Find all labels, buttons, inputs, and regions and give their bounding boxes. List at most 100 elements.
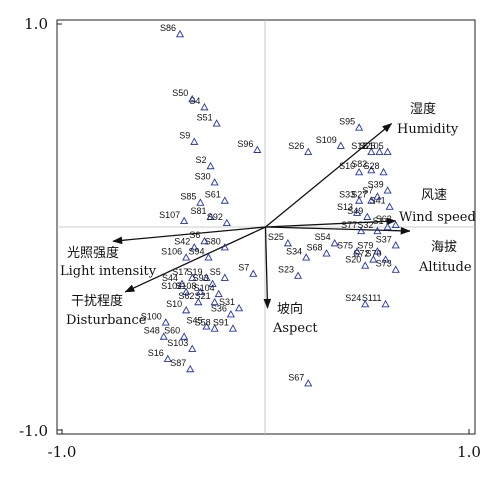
site-marker bbox=[194, 297, 203, 306]
site-label: S107 bbox=[159, 210, 180, 220]
vector-arrowhead bbox=[382, 123, 393, 133]
site-marker bbox=[210, 297, 219, 306]
site-marker bbox=[196, 198, 205, 206]
vector-arrow bbox=[265, 226, 411, 232]
site-marker bbox=[206, 212, 215, 220]
site-label: S26 bbox=[288, 141, 304, 151]
site-marker bbox=[204, 253, 213, 261]
site-label: S44 bbox=[162, 273, 178, 283]
site-label: S41 bbox=[370, 196, 386, 206]
site-marker bbox=[220, 196, 229, 204]
site-marker bbox=[190, 137, 199, 145]
site-marker bbox=[222, 218, 231, 227]
site-label: S27 bbox=[351, 190, 367, 200]
site-label: S93 bbox=[193, 273, 209, 283]
site-label: S58 bbox=[195, 318, 211, 328]
site-marker bbox=[322, 249, 331, 257]
site-label: S17 bbox=[172, 267, 188, 277]
site-label: S82 bbox=[351, 159, 367, 169]
site-marker bbox=[385, 202, 394, 210]
site-label: S104 bbox=[194, 283, 215, 293]
site-marker bbox=[182, 306, 191, 314]
vector-arrow bbox=[264, 226, 269, 309]
vector-label-zh: 海拔 bbox=[431, 240, 457, 255]
site-marker bbox=[182, 253, 191, 261]
site-marker bbox=[353, 208, 362, 216]
site-label: S106 bbox=[161, 246, 182, 256]
site-marker bbox=[188, 344, 197, 352]
site-label: S102 bbox=[161, 281, 182, 291]
site-label: S50 bbox=[172, 88, 188, 98]
site-marker bbox=[391, 265, 400, 273]
vector-arrow bbox=[265, 220, 396, 228]
y-tick-label-bottom: -1.0 bbox=[19, 422, 48, 440]
site-label: S37 bbox=[376, 234, 392, 244]
site-label: S79 bbox=[357, 240, 373, 250]
site-label: S48 bbox=[144, 326, 160, 336]
site-label: S24 bbox=[345, 293, 361, 303]
site-label: S75 bbox=[337, 240, 353, 250]
site-marker bbox=[186, 364, 195, 373]
vector-label-zh: 坡向 bbox=[277, 301, 303, 317]
site-marker bbox=[361, 261, 370, 269]
site-label: S105 bbox=[363, 141, 384, 151]
vector-arrow bbox=[265, 122, 393, 228]
vector-label-en: Aspect bbox=[272, 321, 318, 336]
site-label: S62 bbox=[178, 291, 194, 301]
site-label: S87 bbox=[170, 358, 186, 368]
site-marker bbox=[202, 273, 211, 281]
site-label: S103 bbox=[167, 338, 188, 348]
site-marker bbox=[391, 241, 400, 249]
site-label: S4 bbox=[189, 96, 200, 106]
vector-label-en: Disturbance bbox=[66, 313, 147, 328]
vector-label-zh: 光照强度 bbox=[67, 245, 119, 261]
site-label: S111 bbox=[362, 293, 382, 303]
site-marker bbox=[304, 379, 313, 387]
site-label: S25 bbox=[359, 141, 375, 151]
site-marker bbox=[330, 239, 339, 247]
vector-arrowhead bbox=[400, 226, 411, 235]
site-label: S33 bbox=[339, 190, 355, 200]
site-label: S9 bbox=[179, 131, 190, 141]
site-marker bbox=[228, 324, 238, 332]
site-label: S91 bbox=[213, 318, 229, 328]
site-label: S25 bbox=[268, 232, 284, 242]
site-marker bbox=[355, 196, 364, 204]
site-marker bbox=[196, 287, 205, 296]
site-marker bbox=[175, 29, 185, 38]
site-label: S13 bbox=[337, 202, 353, 212]
vector-arrowhead bbox=[112, 236, 123, 245]
x-tick-label-right: 1.0 bbox=[457, 443, 481, 461]
site-marker bbox=[367, 196, 376, 204]
site-marker bbox=[302, 253, 311, 261]
site-marker bbox=[210, 178, 219, 186]
site-marker bbox=[163, 354, 172, 363]
site-marker bbox=[202, 322, 211, 330]
site-marker bbox=[383, 222, 392, 231]
site-label: S23 bbox=[278, 265, 294, 275]
site-marker bbox=[383, 147, 392, 155]
site-marker bbox=[200, 103, 209, 111]
site-marker bbox=[283, 239, 292, 247]
vector-arrow bbox=[112, 226, 266, 242]
site-label: S20 bbox=[345, 255, 361, 265]
site-label: S6 bbox=[189, 230, 200, 240]
site-marker bbox=[357, 226, 366, 235]
site-label: S12 bbox=[351, 141, 367, 151]
site-marker bbox=[226, 310, 235, 318]
site-label: S68 bbox=[307, 242, 323, 252]
site-marker bbox=[182, 287, 191, 296]
site-marker bbox=[375, 147, 384, 155]
site-label: S10 bbox=[339, 161, 355, 171]
site-marker bbox=[200, 236, 209, 245]
site-marker bbox=[234, 303, 244, 312]
vector-label-en: Humidity bbox=[397, 122, 459, 137]
site-label: S94 bbox=[189, 246, 205, 256]
vector-arrow bbox=[124, 226, 266, 293]
site-marker bbox=[212, 119, 221, 127]
site-label: S49 bbox=[347, 206, 363, 216]
site-label: S70 bbox=[366, 248, 382, 258]
site-marker bbox=[161, 318, 170, 326]
site-marker bbox=[249, 269, 258, 277]
